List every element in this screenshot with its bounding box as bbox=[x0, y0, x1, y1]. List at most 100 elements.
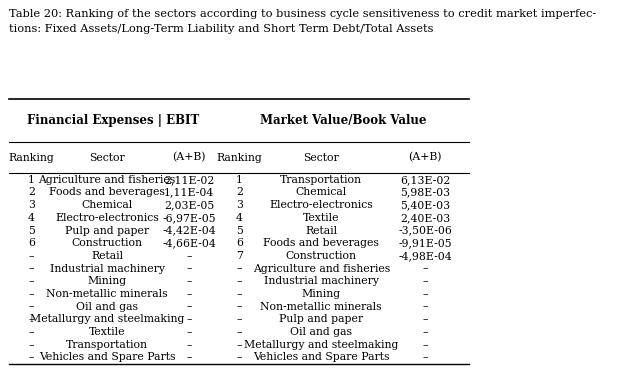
Text: –: – bbox=[237, 264, 242, 273]
Text: Electro-electronics: Electro-electronics bbox=[270, 200, 373, 210]
Text: Financial Expenses | EBIT: Financial Expenses | EBIT bbox=[27, 114, 200, 127]
Text: Transportation: Transportation bbox=[280, 175, 362, 185]
Text: –: – bbox=[423, 276, 428, 286]
Text: –: – bbox=[186, 327, 192, 337]
Text: Mining: Mining bbox=[88, 276, 127, 286]
Text: -6,97E-05: -6,97E-05 bbox=[162, 213, 216, 223]
Text: Retail: Retail bbox=[91, 251, 123, 261]
Text: –: – bbox=[423, 264, 428, 273]
Text: 5,40E-03: 5,40E-03 bbox=[400, 200, 450, 210]
Text: Construction: Construction bbox=[286, 251, 357, 261]
Text: Foods and beverages: Foods and beverages bbox=[263, 238, 379, 248]
Text: Ranking: Ranking bbox=[9, 153, 54, 163]
Text: –: – bbox=[186, 352, 192, 362]
Text: 2,03E-05: 2,03E-05 bbox=[164, 200, 214, 210]
Text: Mining: Mining bbox=[302, 289, 341, 299]
Text: –: – bbox=[29, 352, 34, 362]
Text: –: – bbox=[186, 251, 192, 261]
Text: –: – bbox=[29, 276, 34, 286]
Text: –: – bbox=[237, 340, 242, 350]
Text: Ranking: Ranking bbox=[217, 153, 262, 163]
Text: 2: 2 bbox=[236, 188, 243, 197]
Text: 2,11E-02: 2,11E-02 bbox=[164, 175, 214, 185]
Text: –: – bbox=[237, 289, 242, 299]
Text: –: – bbox=[29, 314, 34, 324]
Text: Sector: Sector bbox=[89, 153, 125, 163]
Text: Oil and gas: Oil and gas bbox=[76, 302, 138, 311]
Text: 2,40E-03: 2,40E-03 bbox=[400, 213, 450, 223]
Text: -4,66E-04: -4,66E-04 bbox=[162, 238, 216, 248]
Text: Textile: Textile bbox=[303, 213, 340, 223]
Text: (A+B): (A+B) bbox=[172, 153, 206, 163]
Text: Non-metallic minerals: Non-metallic minerals bbox=[260, 302, 382, 311]
Text: Agriculture and fisheries: Agriculture and fisheries bbox=[253, 264, 390, 273]
Text: Chemical: Chemical bbox=[295, 188, 347, 197]
Text: 5,98E-03: 5,98E-03 bbox=[400, 188, 450, 197]
Text: Electro-electronics: Electro-electronics bbox=[55, 213, 159, 223]
Text: Vehicles and Spare Parts: Vehicles and Spare Parts bbox=[39, 352, 175, 362]
Text: 2: 2 bbox=[28, 188, 35, 197]
Text: Non-metallic minerals: Non-metallic minerals bbox=[46, 289, 168, 299]
Text: –: – bbox=[186, 314, 192, 324]
Text: 4: 4 bbox=[28, 213, 35, 223]
Text: –: – bbox=[29, 327, 34, 337]
Text: –: – bbox=[423, 340, 428, 350]
Text: 1,11E-04: 1,11E-04 bbox=[164, 188, 214, 197]
Text: Market Value/Book Value: Market Value/Book Value bbox=[260, 114, 427, 127]
Text: –: – bbox=[423, 352, 428, 362]
Text: 1: 1 bbox=[28, 175, 35, 185]
Text: –: – bbox=[29, 340, 34, 350]
Text: Sector: Sector bbox=[304, 153, 339, 163]
Text: –: – bbox=[423, 314, 428, 324]
Text: Table 20: Ranking of the sectors according to business cycle sensitiveness to cr: Table 20: Ranking of the sectors accordi… bbox=[9, 9, 597, 19]
Text: –: – bbox=[186, 302, 192, 311]
Text: -3,50E-06: -3,50E-06 bbox=[398, 226, 452, 235]
Text: 1: 1 bbox=[236, 175, 243, 185]
Text: Chemical: Chemical bbox=[81, 200, 133, 210]
Text: 6,13E-02: 6,13E-02 bbox=[400, 175, 450, 185]
Text: –: – bbox=[29, 251, 34, 261]
Text: Industrial machinery: Industrial machinery bbox=[50, 264, 164, 273]
Text: Retail: Retail bbox=[306, 226, 337, 235]
Text: –: – bbox=[186, 340, 192, 350]
Text: tions: Fixed Assets/Long-Term Liability and Short Term Debt/Total Assets: tions: Fixed Assets/Long-Term Liability … bbox=[9, 24, 434, 34]
Text: –: – bbox=[423, 289, 428, 299]
Text: 5: 5 bbox=[236, 226, 243, 235]
Text: Pulp and paper: Pulp and paper bbox=[65, 226, 149, 235]
Text: Agriculture and fisheries: Agriculture and fisheries bbox=[38, 175, 176, 185]
Text: 6: 6 bbox=[28, 238, 35, 248]
Text: 4: 4 bbox=[236, 213, 243, 223]
Text: –: – bbox=[29, 289, 34, 299]
Text: –: – bbox=[237, 327, 242, 337]
Text: –: – bbox=[186, 264, 192, 273]
Text: –: – bbox=[29, 302, 34, 311]
Text: Pulp and paper: Pulp and paper bbox=[279, 314, 364, 324]
Text: Transportation: Transportation bbox=[66, 340, 148, 350]
Text: Oil and gas: Oil and gas bbox=[290, 327, 352, 337]
Text: –: – bbox=[237, 276, 242, 286]
Text: –: – bbox=[237, 302, 242, 311]
Text: Metallurgy and steelmaking: Metallurgy and steelmaking bbox=[244, 340, 399, 350]
Text: Metallurgy and steelmaking: Metallurgy and steelmaking bbox=[30, 314, 185, 324]
Text: Construction: Construction bbox=[72, 238, 142, 248]
Text: -4,98E-04: -4,98E-04 bbox=[398, 251, 452, 261]
Text: –: – bbox=[423, 327, 428, 337]
Text: –: – bbox=[186, 276, 192, 286]
Text: (A+B): (A+B) bbox=[408, 153, 442, 163]
Text: Industrial machinery: Industrial machinery bbox=[264, 276, 379, 286]
Text: 3: 3 bbox=[236, 200, 243, 210]
Text: –: – bbox=[186, 289, 192, 299]
Text: 6: 6 bbox=[236, 238, 243, 248]
Text: Foods and beverages: Foods and beverages bbox=[49, 188, 165, 197]
Text: –: – bbox=[237, 314, 242, 324]
Text: 3: 3 bbox=[28, 200, 35, 210]
Text: –: – bbox=[29, 264, 34, 273]
Text: –: – bbox=[237, 352, 242, 362]
Text: 5: 5 bbox=[28, 226, 35, 235]
Text: -9,91E-05: -9,91E-05 bbox=[398, 238, 452, 248]
Text: Vehicles and Spare Parts: Vehicles and Spare Parts bbox=[253, 352, 389, 362]
Text: 7: 7 bbox=[236, 251, 243, 261]
Text: –: – bbox=[423, 302, 428, 311]
Text: -4,42E-04: -4,42E-04 bbox=[162, 226, 216, 235]
Text: Textile: Textile bbox=[89, 327, 125, 337]
